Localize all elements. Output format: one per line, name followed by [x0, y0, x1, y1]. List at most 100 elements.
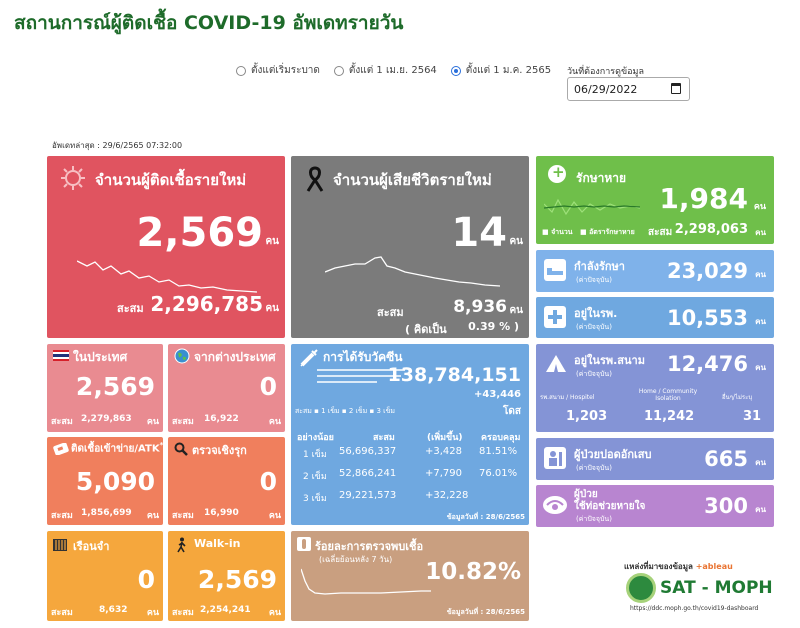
- source-url[interactable]: https://ddc.moph.go.th/covid19-dashboard: [630, 605, 759, 612]
- in-hospital-card: อยู่ในรพ. (ค่าปัจจุบัน) 10,553 คน: [536, 297, 774, 338]
- cumulative-label: สะสม: [172, 608, 194, 618]
- ventilator-value: 300: [704, 494, 748, 518]
- unit: คน: [146, 608, 159, 618]
- in-hospital-value: 10,553: [666, 306, 748, 330]
- unit: คน: [146, 511, 159, 521]
- atk-label-star: **: [159, 441, 163, 449]
- field-hospital-value: 12,476: [666, 352, 748, 376]
- current-label: (ค่าปัจจุบัน): [576, 464, 612, 472]
- tent-icon: [546, 355, 566, 372]
- vaccine-table: อย่างน้อย สะสม (เพิ่มขึ้น) ครอบคลุม 1 เข…: [291, 430, 529, 510]
- recovered-card: + รักษาหาย 1,984 คน ■ จำนวน ■ อัตรารักษา…: [536, 156, 774, 244]
- vaccine-card: การได้รับวัคซีน 138,784,151 +43,446 โดส …: [291, 344, 529, 525]
- legend-item: 1 เข็ม: [321, 407, 340, 415]
- domestic-cumulative: 2,279,863: [81, 414, 132, 424]
- cumulative-label: สะสม: [172, 511, 194, 521]
- unit: คน: [755, 270, 766, 279]
- legend-count: ■ จำนวน: [542, 228, 573, 236]
- test-kit-icon: [53, 443, 69, 455]
- unit: คน: [268, 417, 281, 427]
- col-header: สะสม: [373, 433, 395, 443]
- plus-icon: +: [548, 163, 566, 183]
- thai-flag-icon: [53, 350, 69, 361]
- unit: คน: [146, 417, 159, 427]
- source-label: แหล่งที่มาของข้อมูล +ableau: [624, 560, 733, 573]
- new-deaths-label: จำนวนผู้เสียชีวิตรายใหม่: [333, 171, 492, 189]
- legend-item: สะสม: [295, 407, 312, 415]
- imported-cumulative: 16,922: [204, 414, 239, 424]
- unit: คน: [755, 505, 766, 514]
- positivity-sub: (เฉลี่ยย้อนหลัง 7 วัน): [319, 555, 393, 564]
- recovered-value: 1,984: [659, 182, 748, 215]
- cumulative-label: สะสม: [51, 417, 73, 427]
- range-option-label: ตั้งแต่ 1 ม.ค. 2565: [465, 65, 552, 76]
- proactive-label: ตรวจเชิงรุก: [192, 444, 247, 457]
- date-picker-label: วันที่ต้องการดูข้อมูล: [567, 67, 644, 77]
- cumulative-label: สะสม: [117, 302, 144, 315]
- new-deaths-value: 14: [451, 210, 507, 256]
- imported-card: จากต่างประเทศ 0 สะสม 16,922 คน: [168, 344, 285, 432]
- patient-icon: [544, 447, 566, 469]
- prison-label: เรือนจำ: [73, 540, 110, 553]
- vaccine-date: ข้อมูลวันที่ : 28/6/2565: [446, 513, 525, 521]
- col-header: ครอบคลุม: [481, 433, 521, 443]
- row-cov: 81.51%: [479, 446, 518, 457]
- hospital-icon: [544, 306, 566, 328]
- in-hospital-label: อยู่ในรพ.: [574, 307, 618, 320]
- current-label: (ค่าปัจจุบัน): [576, 370, 612, 378]
- walking-person-icon: [177, 537, 186, 553]
- row-inc: +3,428: [425, 446, 463, 457]
- unit: คน: [755, 458, 766, 467]
- positivity-date: ข้อมูลวันที่ : 28/6/2565: [446, 608, 525, 616]
- magnifier-icon: [174, 442, 188, 456]
- row-cum: 56,696,337: [339, 446, 397, 457]
- current-label: (ค่าปัจจุบัน): [576, 323, 612, 331]
- ventilator-card: ผู้ป่วย ใช้ท่อช่วยหายใจ (ค่าปัจจุบัน) 30…: [536, 485, 774, 527]
- col-header: อย่างน้อย: [297, 433, 334, 443]
- vaccine-progress-lines: [317, 369, 405, 383]
- date-input[interactable]: 06/29/2022: [567, 77, 690, 101]
- imported-value: 0: [259, 372, 277, 401]
- legend-rate-label: อัตรารักษาหาย: [589, 228, 635, 236]
- prison-cumulative: 8,632: [99, 605, 128, 615]
- radio-icon[interactable]: [236, 65, 246, 76]
- recovered-label: รักษาหาย: [576, 171, 627, 185]
- radio-selected-icon[interactable]: [450, 65, 461, 76]
- range-option-label: ตั้งแต่เริ่มระบาด: [251, 65, 320, 76]
- field-hospital-card: อยู่ในรพ.สนาม (ค่าปัจจุบัน) 12,476 คน รพ…: [536, 344, 774, 432]
- prison-value: 0: [137, 565, 155, 594]
- atk-card: ติดเชื้อเข้าข่าย/ATK** 5,090 สะสม 1,856,…: [47, 437, 163, 525]
- field-col-value-hospitel: 1,203: [566, 409, 608, 424]
- pneumonia-value: 665: [704, 447, 748, 471]
- cumulative-label: สะสม: [648, 227, 673, 238]
- in-treatment-card: กำลังรักษา (ค่าปัจจุบัน) 23,029 คน: [536, 250, 774, 292]
- row-cum: 52,866,241: [339, 468, 397, 479]
- cumulative-label: สะสม: [51, 511, 73, 521]
- ventilator-icon: [543, 496, 567, 514]
- sat-moph-brand: SAT - MOPH: [660, 578, 773, 598]
- pneumonia-label: ผู้ป่วยปอดอักเสบ: [574, 448, 652, 461]
- field-col-label-hospitel: รพ.สนาม / Hospitel: [540, 394, 595, 401]
- radio-icon[interactable]: [333, 65, 344, 76]
- atk-value: 5,090: [75, 467, 155, 496]
- ribbon-icon: [306, 166, 324, 192]
- calendar-icon[interactable]: [671, 83, 681, 94]
- unit: คน: [268, 608, 281, 618]
- vaccine-legend: สะสม ▪ 1 เข็ม ▪ 2 เข็ม ▪ 3 เข็ม: [295, 407, 395, 415]
- unit: คน: [265, 236, 279, 247]
- cumulative-label: สะสม: [172, 417, 194, 427]
- date-value: 06/29/2022: [574, 83, 638, 96]
- positivity-card: ร้อยละการตรวจพบเชื้อ (เฉลี่ยย้อนหลัง 7 ว…: [291, 531, 529, 621]
- cumulative-label: สะสม: [51, 608, 73, 618]
- new-cases-label: จำนวนผู้ติดเชื้อรายใหม่: [95, 171, 247, 189]
- range-option-jan-2565[interactable]: ตั้งแต่ 1 ม.ค. 2565: [450, 63, 552, 78]
- walkin-card: Walk-in 2,569 สะสม 2,254,241 คน: [168, 531, 285, 621]
- vaccine-unit: โดส: [503, 406, 521, 417]
- unit: คน: [265, 303, 279, 314]
- new-cases-trend: [77, 260, 257, 293]
- range-option-outbreak[interactable]: ตั้งแต่เริ่มระบาด: [236, 63, 320, 78]
- in-treatment-label: กำลังรักษา: [574, 260, 625, 273]
- walkin-value: 2,569: [197, 565, 277, 594]
- last-updated: อัพเดทล่าสุด : 29/6/2565 07:32:00: [52, 141, 183, 150]
- range-option-apr-2564[interactable]: ตั้งแต่ 1 เม.ย. 2564: [333, 63, 437, 78]
